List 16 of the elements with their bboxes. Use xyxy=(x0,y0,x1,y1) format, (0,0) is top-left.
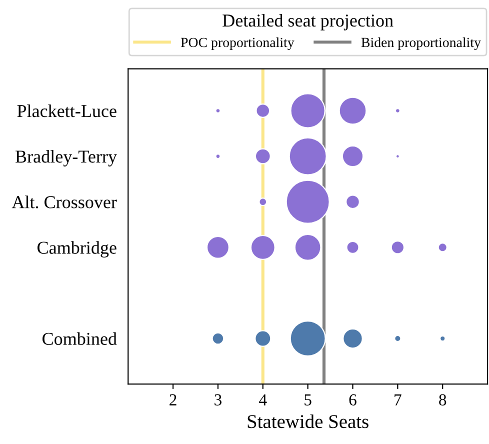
y-tick-label: Alt. Crossover xyxy=(12,196,117,208)
legend-label: POC proportionality xyxy=(180,37,294,50)
legend-title: Detailed seat projection xyxy=(222,14,394,30)
x-tick-label: 5 xyxy=(304,394,312,406)
x-tick-label: 8 xyxy=(439,394,446,406)
legend-label: Biden proportionality xyxy=(361,37,481,50)
y-tick-label: Plackett-Luce xyxy=(17,104,116,118)
y-tick-label: Bradley-Terry xyxy=(16,150,117,166)
x-tick-label: 3 xyxy=(214,394,222,406)
x-tick-label: 7 xyxy=(394,394,402,406)
x-axis-title: Statewide Seats xyxy=(248,414,368,428)
y-tick-label: Cambridge xyxy=(38,241,116,258)
x-tick-label: 4 xyxy=(259,394,267,406)
x-tick-label: 2 xyxy=(170,394,176,406)
x-tick-label: 6 xyxy=(349,394,356,406)
y-tick-label: Combined xyxy=(42,332,117,345)
